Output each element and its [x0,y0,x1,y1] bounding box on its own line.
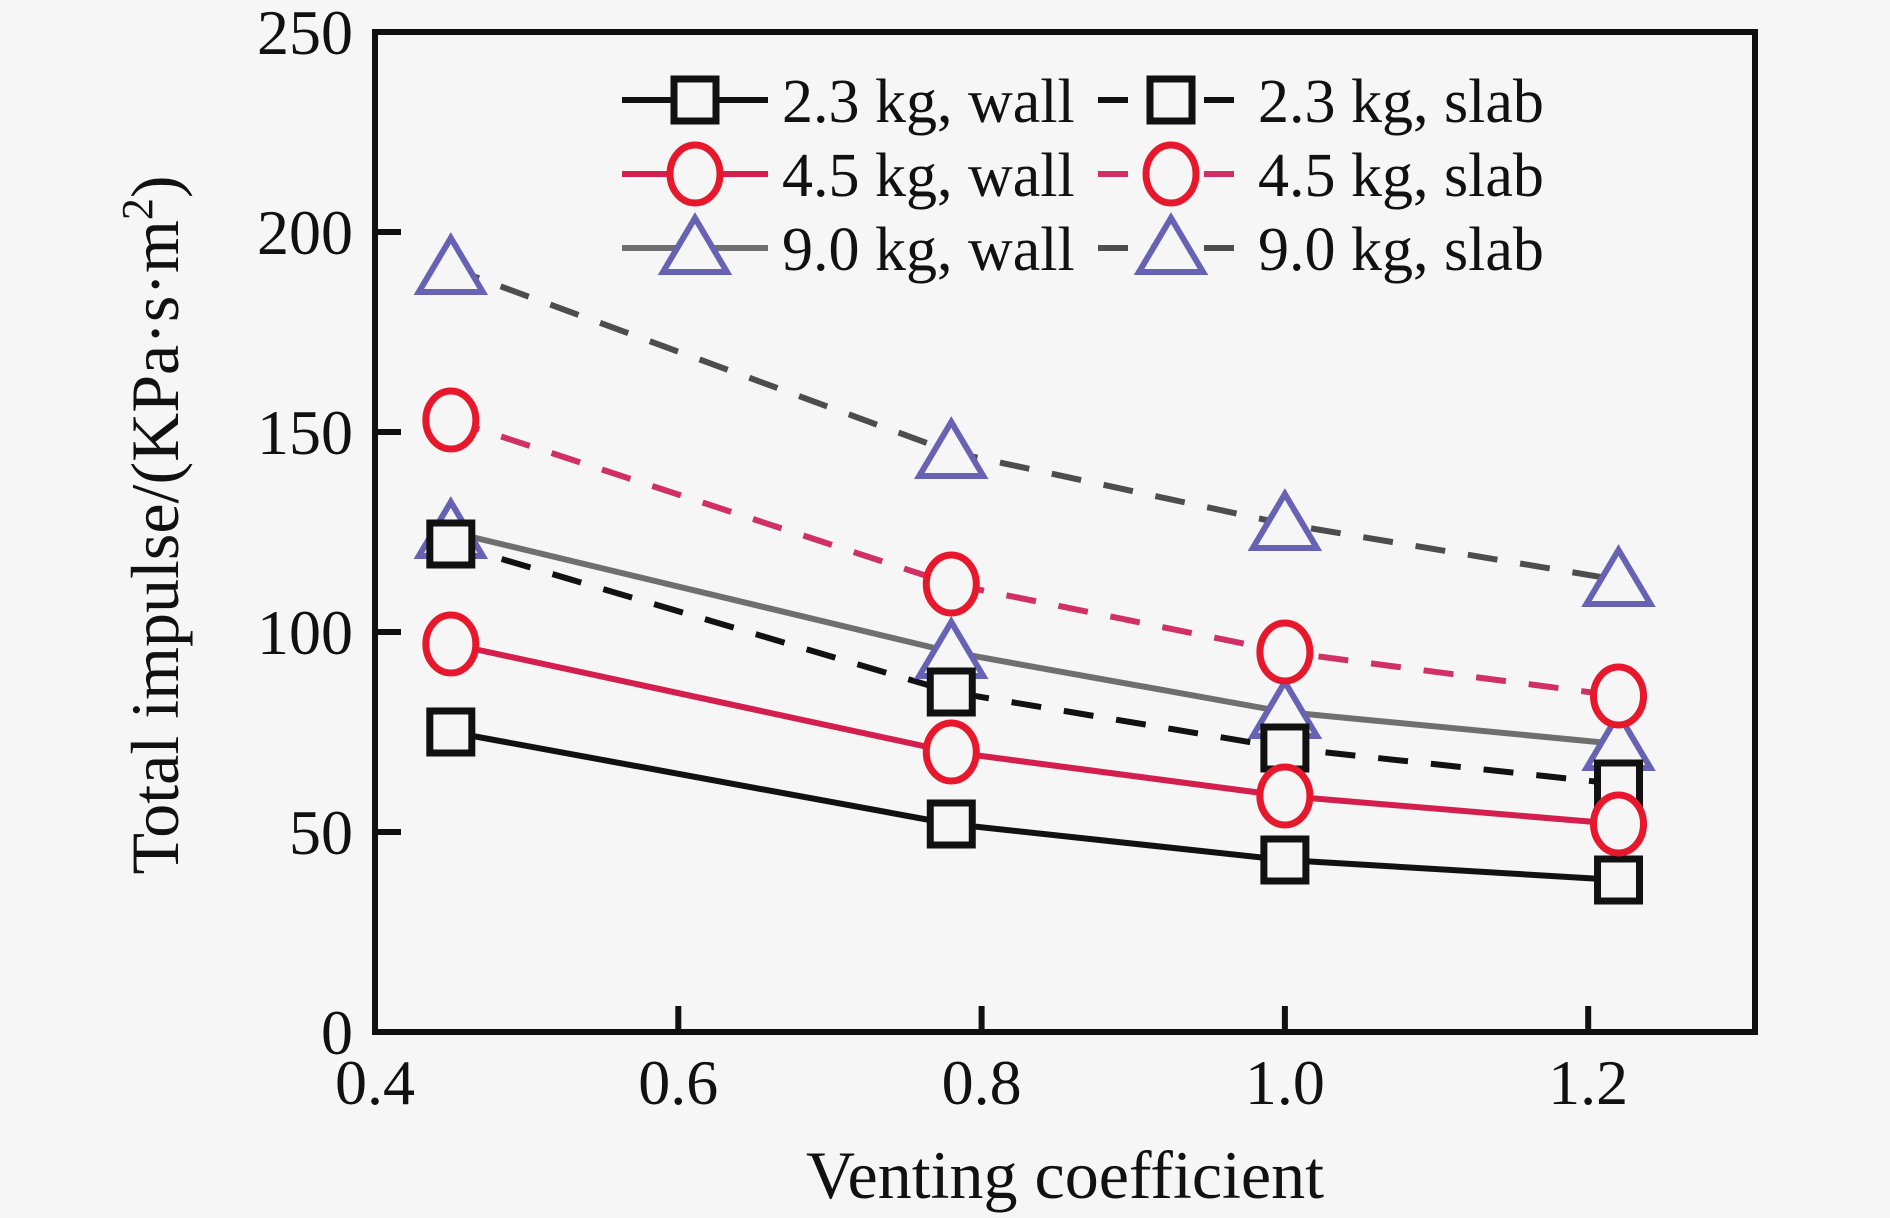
x-axis-tick-label: 1.0 [1245,1047,1325,1118]
triangle-marker-9.0-kg-slab [413,232,489,295]
triangle-marker-legend-9.0-kg-wall [657,212,733,275]
square-marker-2.3-kg-wall [426,707,476,757]
circle-marker-4.5-kg-wall [422,611,480,677]
y-axis-title: Total impulse/(KPa·s·m2) [113,175,193,874]
y-axis-tick-label: 0 [321,997,353,1068]
circle-marker-legend-4.5-kg-wall [666,141,724,207]
y-axis-tick-label: 100 [257,597,353,668]
series-line-4.5-kg-wall [450,641,1619,827]
square-marker-legend-2.3-kg-slab [1146,75,1196,125]
square-marker-2.3-kg-wall [1594,855,1644,905]
square-marker-2.3-kg-wall [926,799,976,849]
legend-label-9.0-kg-slab: 9.0 kg, slab [1258,216,1544,284]
circle-marker-4.5-kg-wall [1590,791,1648,857]
triangle-marker-9.0-kg-slab [1581,544,1656,607]
legend-label-4.5-kg-wall: 4.5 kg, wall [782,142,1075,210]
series-line-4.5-kg-slab [449,417,1619,699]
legend-label-2.3-kg-wall: 2.3 kg, wall [782,68,1075,136]
square-marker-2.3-kg-slab [1260,723,1310,773]
x-axis-tick-label: 0.8 [942,1047,1022,1118]
x-axis-tick-label: 0.6 [638,1047,718,1118]
y-axis-tick-label: 50 [289,797,353,868]
circle-marker-4.5-kg-slab [422,387,480,453]
series-line-9.0-kg-slab [449,265,1620,583]
series-line-2.3-kg-slab [449,541,1619,787]
square-marker-2.3-kg-slab [926,667,976,717]
triangle-marker-legend-9.0-kg-slab [1133,212,1209,275]
square-marker-legend-2.3-kg-wall [670,75,720,125]
series-line-2.3-kg-wall [450,729,1619,883]
x-axis-tick-label: 1.2 [1548,1047,1628,1118]
legend-label-4.5-kg-slab: 4.5 kg, slab [1258,142,1544,210]
legend-label-9.0-kg-wall: 9.0 kg, wall [782,216,1075,284]
circle-marker-4.5-kg-slab [1256,619,1314,685]
triangle-marker-9.0-kg-slab [1247,488,1323,551]
x-axis-tick-label: 0.4 [335,1047,415,1118]
square-marker-2.3-kg-wall [1260,835,1310,885]
y-axis-tick-label: 250 [257,0,353,68]
circle-marker-4.5-kg-slab [922,551,980,617]
legend-label-2.3-kg-slab: 2.3 kg, slab [1258,68,1544,136]
circle-marker-4.5-kg-wall [922,719,980,785]
triangle-marker-9.0-kg-slab [913,416,989,479]
circle-marker-4.5-kg-slab [1590,663,1648,729]
x-axis-title: Venting coefficient [806,1137,1324,1213]
circle-marker-4.5-kg-wall [1256,763,1314,829]
y-axis-tick-label: 200 [257,197,353,268]
series-line-9.0-kg-wall [450,529,1619,747]
y-axis-tick-label: 150 [257,397,353,468]
plot-frame [372,29,1758,1035]
circle-marker-legend-4.5-kg-slab [1142,141,1200,207]
square-marker-2.3-kg-slab [426,519,476,569]
